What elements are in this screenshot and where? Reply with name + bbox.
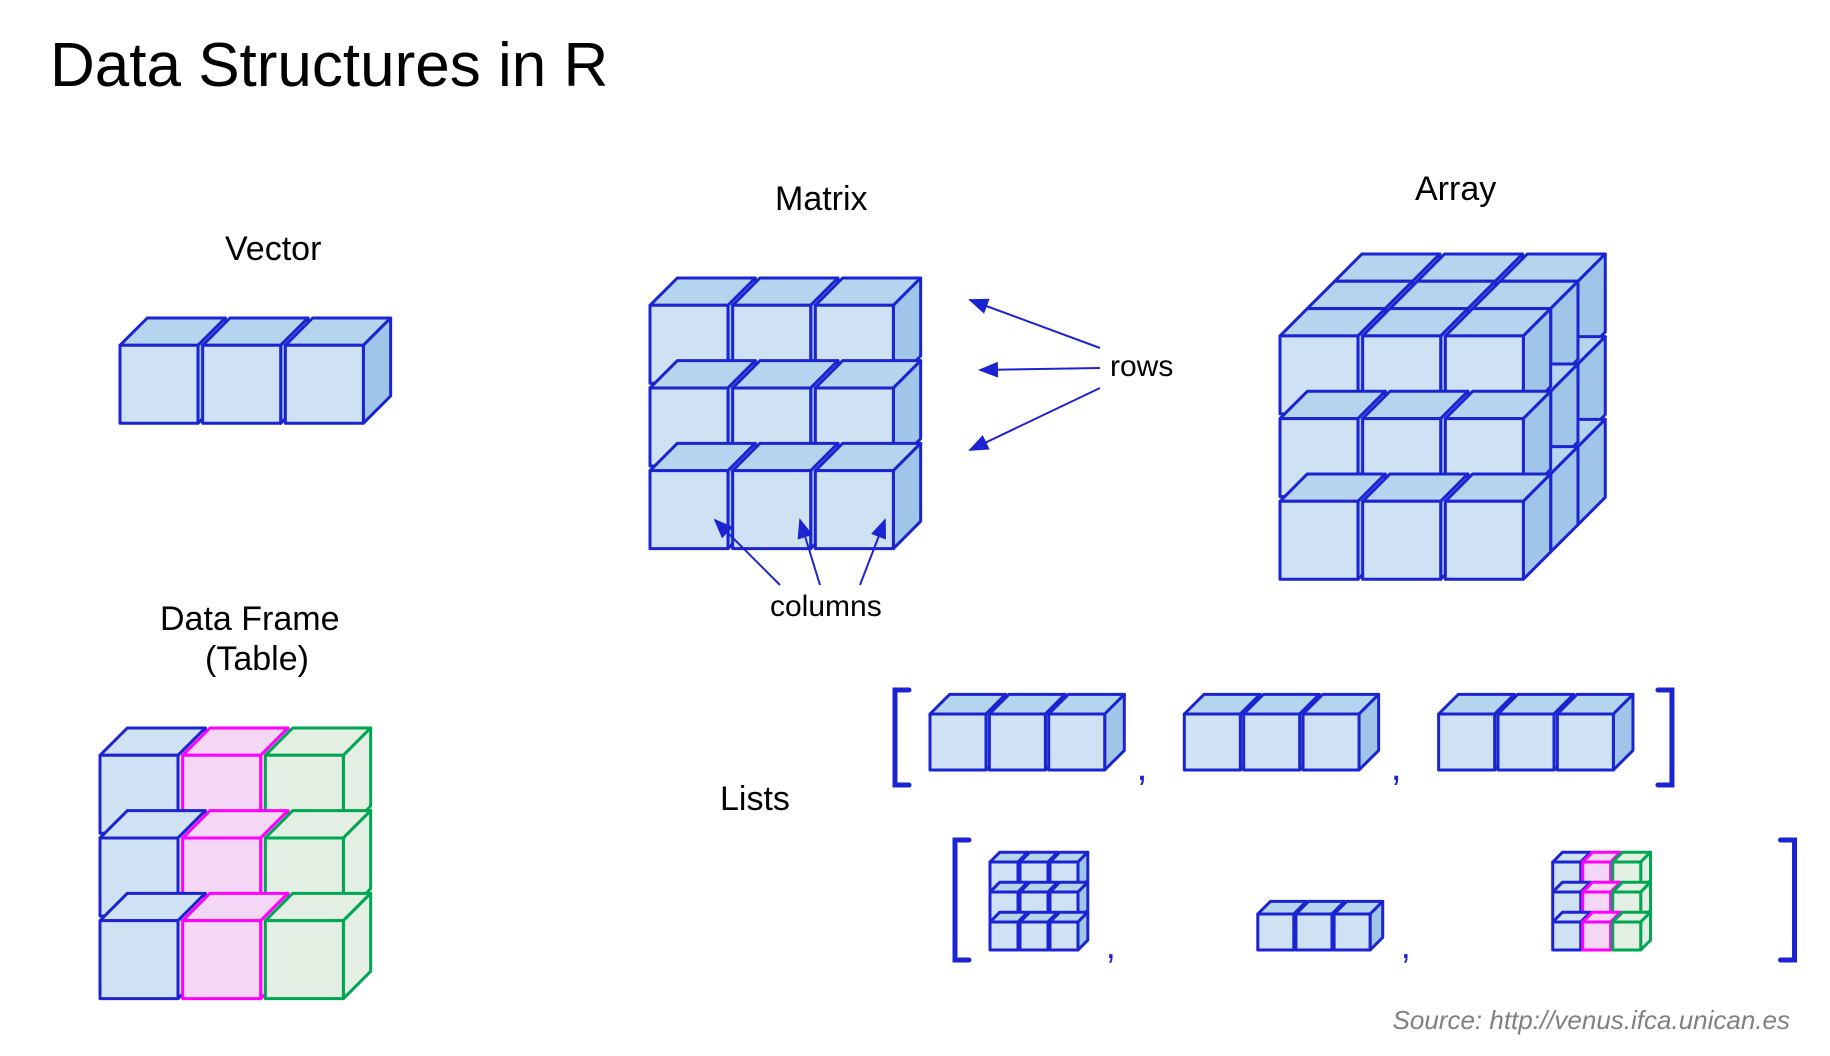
matrix-arrows xyxy=(0,0,1830,1056)
